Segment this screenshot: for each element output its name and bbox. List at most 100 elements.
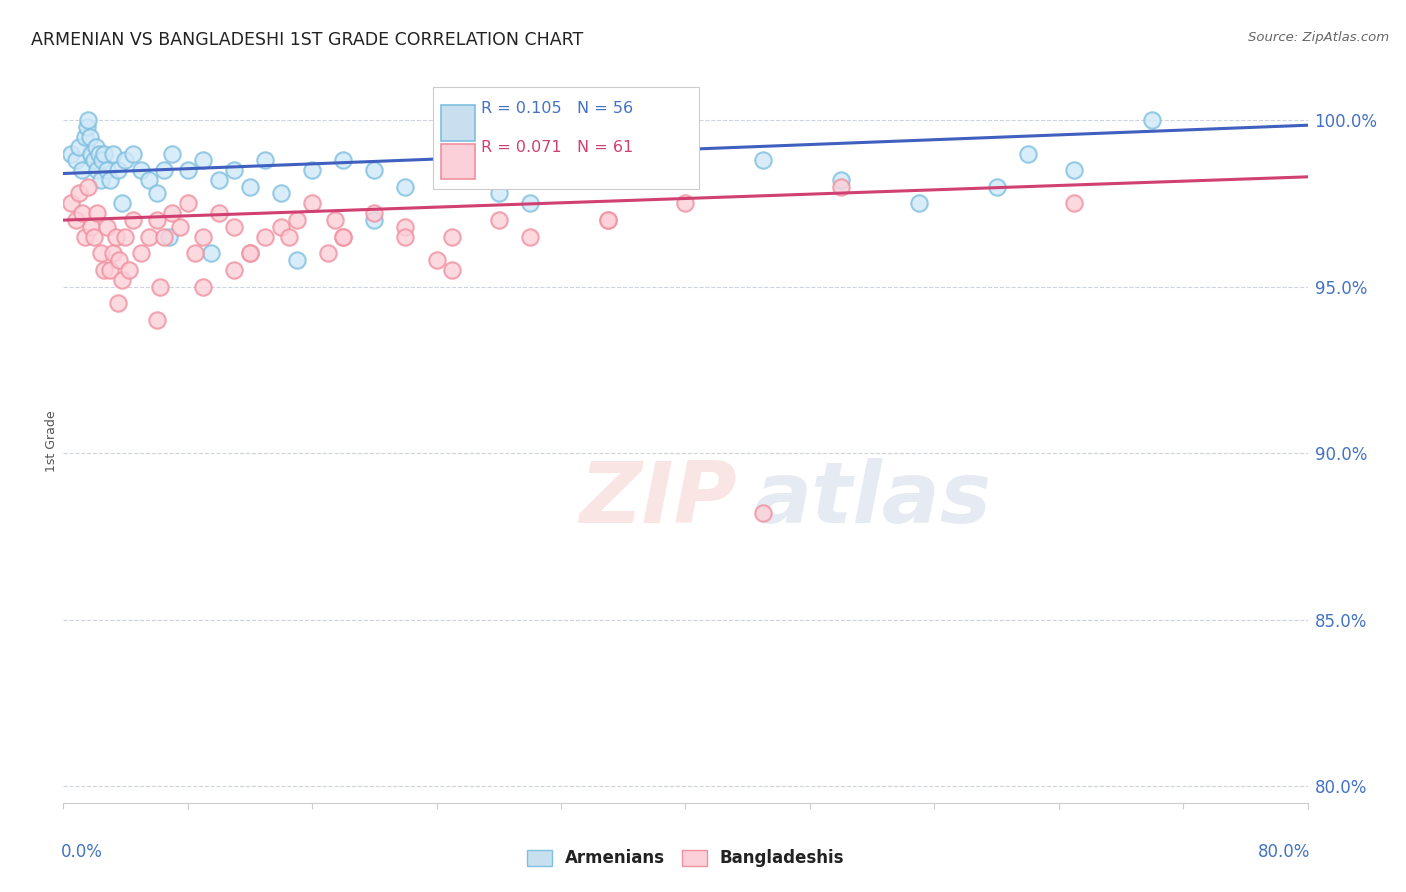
Point xyxy=(107,163,129,178)
Point xyxy=(145,313,167,327)
Point xyxy=(208,173,231,187)
Point xyxy=(277,229,299,244)
Point xyxy=(200,246,222,260)
Point xyxy=(145,213,167,227)
Point xyxy=(986,179,1008,194)
Point xyxy=(596,213,619,227)
Point xyxy=(86,206,108,220)
Point xyxy=(169,219,191,234)
Point xyxy=(83,229,105,244)
Point xyxy=(145,186,167,201)
Point xyxy=(1063,163,1085,178)
Point xyxy=(193,279,215,293)
Point xyxy=(96,219,118,234)
Text: 80.0%: 80.0% xyxy=(1258,843,1310,861)
Point xyxy=(193,153,215,168)
Point xyxy=(111,196,134,211)
Point xyxy=(208,206,231,220)
Point xyxy=(79,129,101,144)
Point xyxy=(426,253,449,268)
Point xyxy=(108,253,131,268)
Point xyxy=(441,229,464,244)
Point xyxy=(363,206,385,220)
Text: atlas: atlas xyxy=(754,458,993,541)
Point xyxy=(441,173,464,187)
Point xyxy=(83,153,105,168)
Point xyxy=(90,173,112,187)
Point xyxy=(184,246,207,260)
Point xyxy=(111,273,134,287)
Text: Source: ZipAtlas.com: Source: ZipAtlas.com xyxy=(1249,31,1389,45)
Point xyxy=(1140,113,1163,128)
Point xyxy=(122,146,145,161)
Point xyxy=(114,153,136,168)
Point xyxy=(67,186,90,201)
Point xyxy=(84,140,107,154)
Point xyxy=(643,173,665,187)
Point xyxy=(157,229,180,244)
Point xyxy=(98,263,121,277)
Point xyxy=(316,246,339,260)
Point xyxy=(114,229,136,244)
Text: ARMENIAN VS BANGLADESHI 1ST GRADE CORRELATION CHART: ARMENIAN VS BANGLADESHI 1ST GRADE CORREL… xyxy=(31,31,583,49)
Point xyxy=(77,113,100,128)
Point xyxy=(270,219,292,234)
Point xyxy=(129,246,152,260)
Point xyxy=(93,146,115,161)
Point xyxy=(224,219,246,234)
Point xyxy=(254,229,277,244)
Point xyxy=(70,206,93,220)
Point xyxy=(153,163,176,178)
Point xyxy=(160,146,183,161)
Point xyxy=(519,229,541,244)
Point xyxy=(129,163,152,178)
Point xyxy=(122,213,145,227)
Point xyxy=(60,196,83,211)
Point xyxy=(86,163,108,178)
Point xyxy=(90,246,112,260)
Point xyxy=(488,186,510,201)
Point xyxy=(138,173,160,187)
Point xyxy=(488,213,510,227)
Point xyxy=(675,196,697,211)
Point xyxy=(80,219,103,234)
Y-axis label: 1st Grade: 1st Grade xyxy=(45,410,58,473)
Point xyxy=(830,179,852,194)
Point xyxy=(224,163,246,178)
Point xyxy=(332,153,354,168)
Point xyxy=(73,129,96,144)
Legend: Armenians, Bangladeshis: Armenians, Bangladeshis xyxy=(520,843,851,874)
Point xyxy=(65,153,87,168)
Point xyxy=(107,296,129,310)
Text: R = 0.105   N = 56: R = 0.105 N = 56 xyxy=(481,101,633,116)
Point xyxy=(363,213,385,227)
Point xyxy=(301,196,323,211)
Point xyxy=(332,229,354,244)
Point xyxy=(270,186,292,201)
Point xyxy=(80,146,103,161)
Point xyxy=(363,163,385,178)
Point xyxy=(177,196,200,211)
Point xyxy=(160,206,183,220)
Point xyxy=(177,163,200,178)
Point xyxy=(752,506,775,520)
Point xyxy=(332,229,354,244)
Point xyxy=(752,153,775,168)
Point xyxy=(193,229,215,244)
Point xyxy=(285,253,308,268)
Point xyxy=(76,120,98,134)
Point xyxy=(1063,196,1085,211)
Point xyxy=(394,179,416,194)
Text: ZIP: ZIP xyxy=(579,458,737,541)
Point xyxy=(675,163,697,178)
Point xyxy=(285,213,308,227)
Point xyxy=(907,196,929,211)
Point xyxy=(117,263,139,277)
Point xyxy=(325,213,347,227)
Point xyxy=(1017,146,1039,161)
Point xyxy=(224,263,246,277)
Point xyxy=(830,173,852,187)
Point xyxy=(60,146,83,161)
Point xyxy=(153,229,176,244)
Point xyxy=(441,263,464,277)
